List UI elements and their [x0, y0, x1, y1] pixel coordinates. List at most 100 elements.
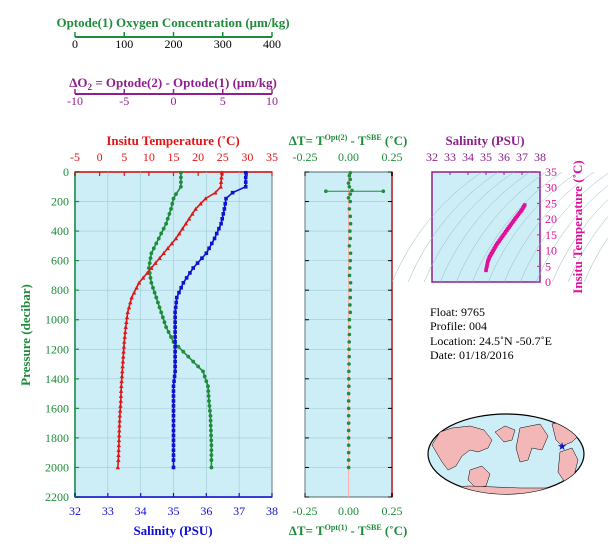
ts-salinity-tick-label: 33	[444, 150, 456, 164]
delta-t-point	[348, 221, 353, 226]
salinity-tick-label: 38	[266, 504, 278, 518]
delta-t-point	[346, 406, 351, 411]
delta-t-point	[348, 214, 353, 219]
oxygen-series-point	[176, 344, 181, 349]
salinity-series-point	[195, 261, 200, 265]
temperature-series-point	[126, 305, 132, 310]
density-contour	[471, 171, 563, 283]
ts-point	[484, 268, 488, 273]
salinity-series-point	[173, 340, 177, 344]
delta-t-point	[348, 251, 353, 256]
temperature-series-point	[157, 255, 162, 260]
temperature-series-point	[116, 452, 121, 457]
delta-t-point	[346, 428, 351, 433]
temperature-series-point	[134, 285, 139, 290]
temperature-series-point	[118, 393, 124, 398]
pressure-tick-label: 1600	[45, 401, 69, 415]
delta-t-errorbar-end	[324, 189, 328, 194]
main-panel-gridlines	[74, 171, 273, 498]
ts-point	[485, 264, 489, 269]
salinity-series-point	[173, 369, 177, 374]
oxygen-series-point	[148, 256, 153, 261]
temperature-series-point	[169, 241, 175, 246]
salinity-series-point	[171, 418, 176, 423]
density-contour	[455, 171, 547, 283]
salinity-series-point	[200, 256, 204, 260]
oxygen-series-point	[186, 354, 191, 359]
delta-t-point	[348, 303, 352, 307]
salinity-series-point	[179, 285, 183, 290]
temperature-series-point	[218, 179, 224, 184]
oxygen-series-point	[209, 443, 214, 448]
salinity-series-point	[207, 246, 211, 251]
delta-t-point	[348, 266, 352, 270]
temperature-series-point	[136, 280, 142, 285]
salinity-tick-label: 35	[168, 504, 180, 518]
delta-t-point	[348, 199, 353, 204]
delta-t-point	[346, 391, 351, 396]
salinity-series-point	[171, 399, 176, 403]
salinity-series-point	[171, 453, 176, 457]
density-contour	[391, 171, 483, 283]
oxygen-series-point	[178, 175, 183, 180]
salinity-series-point	[219, 221, 223, 226]
oxygen-series-point	[191, 359, 196, 364]
salinity-series-point	[171, 384, 176, 389]
salinity-series-point	[174, 295, 179, 300]
oxygen-series-point	[202, 374, 207, 379]
oxygen-series-point	[159, 231, 164, 236]
oxygen-series-point	[178, 170, 183, 175]
delta-o2-axis: -10 -5 0 5 10	[67, 89, 278, 108]
salinity-series-point	[173, 335, 177, 339]
salinity-series-point	[173, 349, 177, 354]
salinity-tick-label: 36	[200, 504, 212, 518]
salinity-series-point	[212, 236, 217, 241]
temperature-series-point	[124, 315, 130, 320]
temperature-series-point	[120, 359, 126, 364]
pressure-tick-label: 1000	[45, 313, 69, 327]
ts-salinity-tick-label: 34	[462, 150, 474, 164]
oxygen-series-point	[207, 404, 212, 408]
temperature-series-point	[161, 251, 166, 256]
salinity-series-point	[173, 320, 177, 324]
delta-t-top-tick-label: -0.25	[293, 150, 318, 164]
temperature-series-point	[131, 290, 137, 295]
temperature-series-point	[122, 334, 127, 339]
temperature-series-point	[119, 374, 125, 379]
ts-temperature-tick-label: 15	[545, 228, 557, 242]
oxygen-series-point	[164, 325, 169, 330]
oxygen-series-point	[166, 330, 171, 334]
temperature-series-point	[117, 428, 122, 433]
delta-t-point	[348, 258, 353, 263]
oxygen-series-point	[167, 211, 172, 216]
salinity-tick-label: 32	[69, 504, 81, 518]
ts-point	[484, 266, 489, 271]
delta-t-point	[346, 450, 351, 455]
delta-t-point	[346, 443, 351, 448]
oxygen-series-point	[196, 364, 201, 369]
delta-o2-tick-label: -5	[119, 94, 129, 108]
oxygen-series-point	[152, 290, 157, 295]
oxygen-series-point	[209, 428, 213, 433]
temperature-series-point	[183, 221, 189, 226]
temperature-series-point	[117, 408, 123, 413]
oxygen-series-point	[209, 433, 213, 438]
oxygen-series-point	[208, 413, 213, 418]
density-contour	[583, 237, 608, 283]
temperature-series-point	[121, 354, 126, 359]
delta-t-axis: -0.25 -0.25 0.00 0.00 0.25 0.25	[293, 150, 403, 518]
salinity-series-point	[171, 448, 176, 453]
salinity-series-point	[173, 330, 177, 334]
delta-t-point	[347, 207, 352, 211]
oxygen-series-point	[209, 448, 214, 453]
density-contour	[423, 171, 515, 283]
oxygen-series-point	[149, 280, 154, 285]
temperature-series-point	[177, 231, 182, 236]
temperature-series-point	[219, 175, 224, 180]
ts-salinity-tick-label: 32	[426, 150, 438, 164]
salinity-series-point	[221, 212, 226, 216]
salinity-series-point	[174, 300, 179, 305]
ts-salinity-tick-label: 35	[480, 150, 492, 164]
ts-temperature-tick-label: 25	[545, 196, 557, 210]
salinity-series-point	[173, 310, 177, 315]
